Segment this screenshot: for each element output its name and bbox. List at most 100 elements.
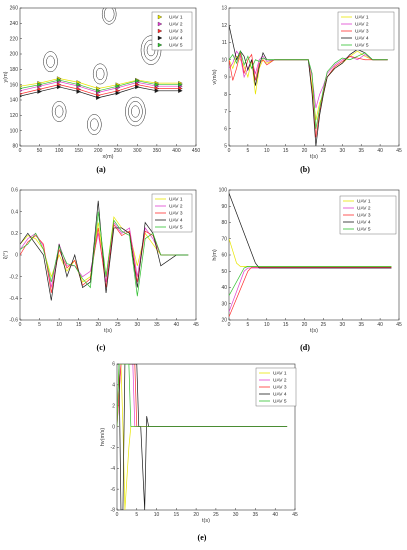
obstacle-marker — [43, 51, 58, 73]
legend-label: UAV 4 — [273, 392, 287, 398]
obstacle-ring — [92, 63, 108, 85]
x-tick-label: 25 — [321, 322, 327, 328]
x-tick-label: 15 — [174, 512, 180, 518]
y-tick-label: 30 — [221, 301, 227, 307]
y-tick-label: 40 — [221, 285, 227, 291]
x-tick-label: 0 — [228, 322, 231, 328]
x-tick-label: 45 — [396, 148, 402, 154]
y-tick-label: 8 — [224, 92, 227, 98]
uav-marker — [178, 82, 183, 87]
y-tick-label: 140 — [10, 98, 19, 104]
uav-marker — [96, 88, 101, 94]
obstacle-ring — [51, 101, 67, 122]
y-tick-label: 10 — [221, 57, 227, 63]
y-axis-label: v(m/s) — [212, 69, 218, 84]
y-tick-label: 80 — [12, 144, 18, 150]
x-tick-label: 40 — [377, 148, 383, 154]
obstacle-ring — [87, 114, 102, 135]
x-tick-label: 450 — [192, 148, 201, 154]
y-tick-label: 13 — [221, 6, 227, 12]
y-axis-label: hv(m/s) — [100, 428, 106, 447]
x-tick-label: 0 — [19, 148, 22, 154]
obstacle-marker — [125, 96, 146, 127]
x-tick-label: 45 — [396, 322, 402, 328]
chart-panel-b: 0 5 10 15 20 25 30 35 40 455678910111213t(s)v(m/s… — [212, 6, 402, 174]
y-tick-label: 120 — [10, 113, 19, 119]
y-tick-label: 20 — [221, 318, 227, 324]
uav-marker — [76, 89, 82, 94]
x-tick-label: 30 — [233, 512, 239, 518]
x-tick-label: 40 — [377, 322, 383, 328]
y-tick-label: 160 — [10, 82, 19, 88]
legend-marker — [157, 35, 163, 41]
y-tick-label: 100 — [219, 188, 228, 194]
plot-area-d — [229, 193, 392, 317]
x-tick-label: 20 — [302, 322, 308, 328]
x-tick-label: 30 — [340, 322, 346, 328]
uav-marker — [115, 83, 121, 89]
legend-label: UAV 3 — [355, 29, 369, 35]
x-tick-label: 25 — [115, 322, 121, 328]
series-line-3 — [229, 266, 392, 317]
x-tick-label: 45 — [193, 322, 199, 328]
uav-marker — [37, 82, 42, 87]
series-line-5 — [229, 266, 392, 296]
y-tick-label: 0.2 — [11, 231, 18, 237]
legend-label: UAV 1 — [169, 15, 183, 21]
uav-marker — [76, 82, 82, 87]
y-tick-label: 260 — [10, 6, 19, 12]
obstacle-ring — [131, 105, 140, 118]
y-tick-label: 240 — [10, 21, 19, 27]
chart-panel-a: 0 50 100 150 200 250 300 350 400 450 80 100 120 140 16… — [3, 6, 201, 174]
x-tick-label: 5 — [38, 322, 41, 328]
x-tick-label: 20 — [302, 148, 308, 154]
legend-label: UAV 5 — [169, 43, 183, 49]
obstacle-ring — [125, 96, 146, 127]
y-tick-label: 60 — [221, 253, 227, 259]
y-tick-label: 180 — [10, 67, 19, 73]
y-tick-label: 50 — [221, 269, 227, 275]
x-tick-label: 40 — [174, 322, 180, 328]
x-tick-label: 0 — [19, 322, 22, 328]
y-tick-label: 200 — [10, 52, 19, 58]
x-tick-label: 45 — [292, 512, 298, 518]
uav-marker — [96, 95, 101, 100]
x-tick-label: 150 — [74, 148, 83, 154]
y-tick-label: 6 — [112, 362, 115, 368]
x-tick-label: 10 — [56, 322, 62, 328]
chart-panel-c: 0 5 10 15 20 25 30 35 40 45 -0.6 -0.4 -0.2 0 0.2 0.4 0.6… — [3, 188, 199, 352]
legend-label: UAV 2 — [355, 22, 369, 28]
obstacle-ring — [90, 118, 99, 131]
x-tick-label: 35 — [358, 322, 364, 328]
x-axis-label: x(m) — [103, 154, 114, 160]
x-tick-label: 0 — [116, 512, 119, 518]
uav-marker — [20, 89, 23, 92]
y-tick-label: 0 — [112, 424, 115, 430]
legend-label: UAV 5 — [355, 43, 369, 49]
legend-marker — [157, 14, 163, 20]
x-tick-label: 10 — [154, 512, 160, 518]
y-tick-label: 5 — [224, 144, 227, 150]
uav-marker — [20, 92, 23, 96]
x-tick-label: 20 — [193, 512, 199, 518]
legend-marker — [157, 28, 163, 34]
series-line-5 — [229, 49, 388, 129]
y-axis-label: ξ(°) — [3, 251, 9, 259]
legend-label: UAV 2 — [169, 204, 183, 210]
y-tick-label: -0.6 — [9, 318, 18, 324]
uav-marker — [20, 85, 23, 88]
y-tick-label: 6 — [224, 126, 227, 132]
x-tick-label: 5 — [246, 148, 249, 154]
obstacle-marker — [51, 101, 67, 122]
x-tick-label: 300 — [133, 148, 142, 154]
y-tick-label: -2 — [111, 445, 116, 451]
x-tick-label: 50 — [37, 148, 43, 154]
y-tick-label: 100 — [10, 128, 19, 134]
plot-area-c — [20, 200, 189, 301]
y-axis-label: y(m) — [3, 71, 9, 82]
legend-label: UAV 3 — [169, 211, 183, 217]
legend-label: UAV 3 — [169, 29, 183, 35]
obstacle-marker — [92, 63, 108, 85]
